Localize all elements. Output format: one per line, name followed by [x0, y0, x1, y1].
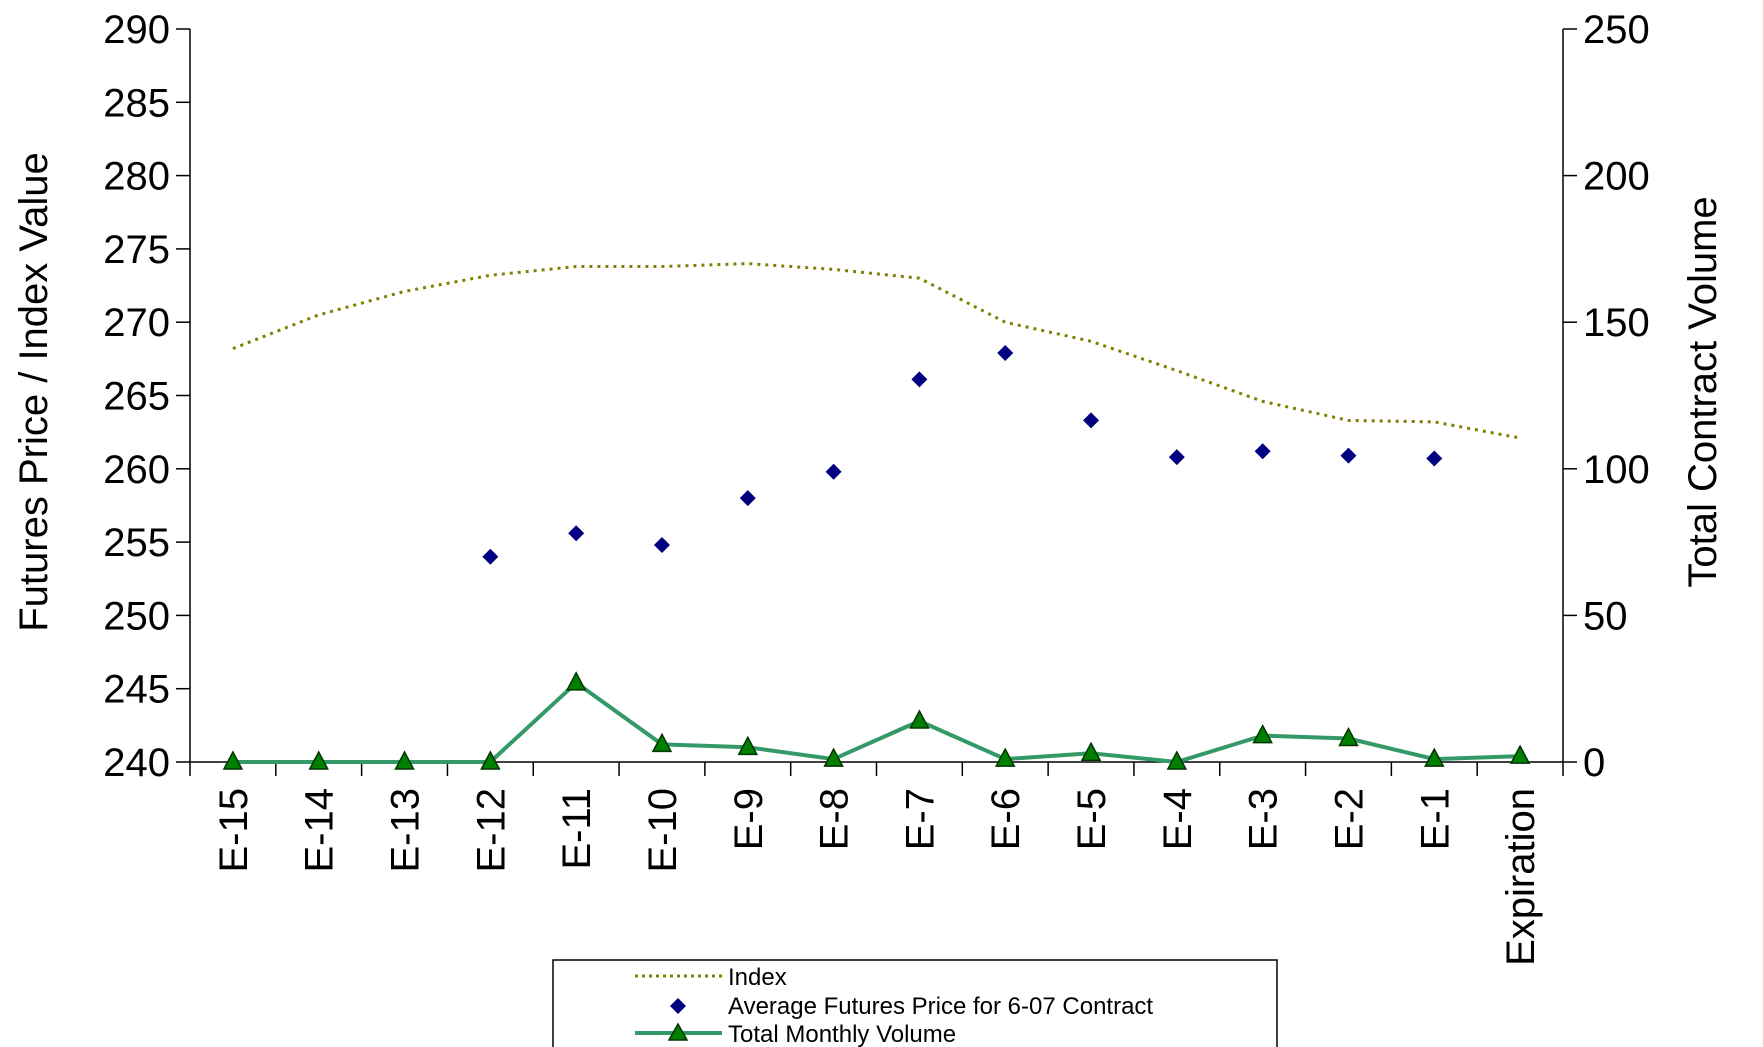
futures-point: [911, 371, 928, 388]
volume-point: [480, 750, 501, 770]
axes: 240 245 250 255 260 265 270 275 280 285 290 0 50 100 1…: [103, 8, 1650, 966]
legend-futures-swatch: [670, 998, 686, 1014]
y-tick-label: 270: [103, 301, 170, 345]
x-tick-label: E-2: [1327, 788, 1371, 850]
x-tick-label: E-6: [984, 788, 1028, 850]
volume-point: [1509, 744, 1531, 764]
y-tick-label: 290: [103, 8, 170, 52]
y-tick-label: 255: [103, 521, 170, 565]
futures-point: [482, 548, 499, 565]
y-tick-label: 265: [103, 375, 170, 419]
volume-point: [1424, 747, 1445, 767]
y2-tick-label: 250: [1583, 8, 1650, 52]
volume-point: [1338, 726, 1359, 747]
x-tick-label: E-4: [1156, 788, 1200, 850]
y-axis-title: Futures Price / Index Value: [12, 152, 56, 632]
x-tick-label: E-9: [727, 788, 771, 850]
futures-point: [1168, 449, 1185, 466]
volume-point: [308, 750, 329, 770]
legend-volume-swatch-marker: [667, 1022, 689, 1041]
y2-tick-label: 200: [1583, 155, 1650, 199]
y2-tick-label: 50: [1583, 594, 1628, 638]
futures-point: [653, 537, 670, 554]
futures-point: [997, 344, 1014, 361]
x-tick-label: E-14: [298, 788, 342, 873]
x-tick-label: E-12: [469, 788, 513, 873]
legend-index-label: Index: [728, 964, 787, 991]
y2-tick-label: 150: [1583, 301, 1650, 345]
y-tick-label: 250: [103, 594, 170, 638]
y2-tick-label: 0: [1583, 741, 1605, 785]
volume-point: [651, 732, 673, 753]
x-tick-label: E-11: [555, 788, 599, 870]
x-tick-label: E-1: [1413, 788, 1457, 850]
x-tick-label: E-13: [384, 788, 428, 873]
y-tick-label: 240: [103, 741, 170, 785]
legend-futures-label: Average Futures Price for 6-07 Contract: [728, 993, 1153, 1020]
series-futures: [482, 344, 1443, 565]
y2-axis-title: Total Contract Volume: [1681, 196, 1725, 587]
futures-point: [825, 463, 842, 480]
futures-point: [1426, 450, 1443, 467]
futures-point: [1340, 447, 1357, 464]
legend: Index Average Futures Price for 6-07 Con…: [552, 959, 1278, 1047]
volume-point: [823, 747, 844, 767]
volume-point: [394, 750, 415, 770]
volume-point: [222, 750, 244, 770]
y-tick-label: 275: [103, 228, 170, 272]
y-tick-label: 285: [103, 81, 170, 125]
x-tick-label: E-3: [1242, 788, 1286, 850]
legend-volume-label: Total Monthly Volume: [728, 1021, 956, 1047]
y2-tick-label: 100: [1583, 448, 1650, 492]
futures-point: [739, 490, 756, 507]
volume-point: [1166, 750, 1188, 770]
volume-line: [232, 680, 1521, 764]
volume-point: [1252, 724, 1273, 744]
series-index: [232, 262, 1521, 440]
series-volume: [222, 671, 1531, 770]
futures-point: [568, 525, 585, 542]
x-tick-label: E-10: [641, 788, 685, 873]
x-tick-label: E-5: [1070, 788, 1114, 850]
volume-point: [1080, 741, 1102, 761]
index-line: [232, 262, 1521, 440]
volume-point: [909, 709, 930, 729]
volume-point: [994, 747, 1016, 767]
x-tick-label: E-15: [212, 788, 256, 873]
futures-point: [1083, 412, 1100, 429]
y-tick-label: 245: [103, 668, 170, 712]
x-tick-label: Expiration: [1499, 788, 1543, 966]
futures-point: [1254, 443, 1271, 460]
x-tick-label: E-7: [898, 788, 942, 850]
volume-point: [565, 671, 587, 691]
y-tick-label: 260: [103, 448, 170, 492]
x-tick-label: E-8: [813, 788, 857, 850]
volume-point: [737, 735, 759, 756]
y-tick-label: 280: [103, 155, 170, 199]
